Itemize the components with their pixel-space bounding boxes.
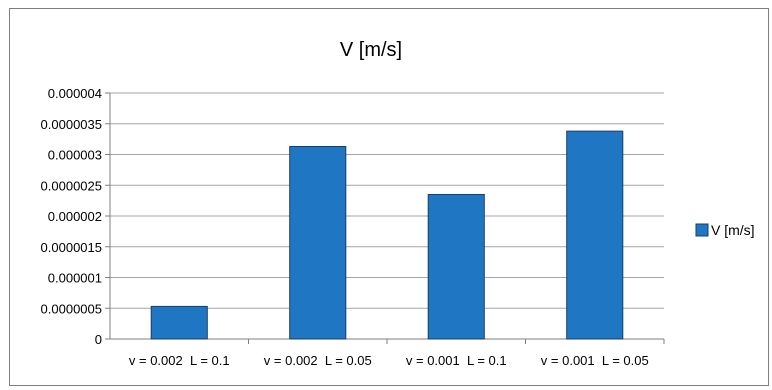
y-tick-label: 0 <box>95 332 102 347</box>
y-tick-labels: 0 0.0000005 0.000001 0.0000015 0.000002 0.000… <box>41 86 102 347</box>
chart-frame <box>9 8 769 386</box>
x-tick-label: v = 0.001 L = 0.1 <box>406 353 507 368</box>
y-tick-label: 0.0000005 <box>41 301 102 316</box>
bar <box>150 305 208 340</box>
y-tick-label: 0.000002 <box>48 209 102 224</box>
y-tick-label: 0.000004 <box>48 86 102 101</box>
legend: V [m/s] <box>695 222 755 238</box>
y-tick-label: 0.0000025 <box>41 178 102 193</box>
x-tick-label: v = 0.002 L = 0.1 <box>129 353 230 368</box>
y-tick-label: 0.0000035 <box>41 117 102 132</box>
y-tick-label: 0.000001 <box>48 271 102 286</box>
y-tick-label: 0.000003 <box>48 148 102 163</box>
x-tick-label: v = 0.002 L = 0.05 <box>264 353 372 368</box>
y-tick-label: 0.0000015 <box>41 240 102 255</box>
chart-title: V [m/s] <box>340 39 402 61</box>
bars <box>150 130 624 340</box>
bar <box>427 193 485 340</box>
legend-label: V [m/s] <box>711 222 755 238</box>
bar <box>566 130 624 340</box>
x-tick-label: v = 0.001 L = 0.05 <box>541 353 649 368</box>
x-tick-labels: v = 0.002 L = 0.1 v = 0.002 L = 0.05 v = 0… <box>129 353 649 368</box>
legend-swatch <box>695 223 709 237</box>
bar <box>289 146 347 340</box>
